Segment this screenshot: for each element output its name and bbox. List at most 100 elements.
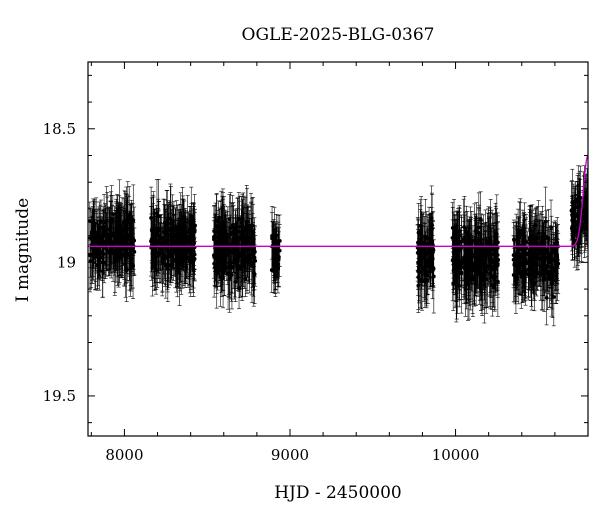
data-point bbox=[488, 271, 493, 276]
data-point bbox=[485, 253, 489, 258]
data-point bbox=[159, 246, 164, 251]
data-point bbox=[98, 255, 103, 260]
data-point bbox=[476, 230, 481, 235]
data-point bbox=[108, 239, 113, 243]
data-point bbox=[172, 234, 177, 239]
data-point bbox=[495, 279, 500, 284]
data-point bbox=[168, 228, 173, 233]
data-point bbox=[237, 224, 242, 229]
data-point bbox=[252, 249, 257, 254]
data-point bbox=[214, 223, 219, 228]
data-point bbox=[420, 279, 424, 284]
data-point bbox=[124, 247, 128, 251]
data-point bbox=[218, 275, 223, 280]
data-point bbox=[495, 240, 500, 245]
data-point bbox=[222, 254, 226, 259]
chart-title: OGLE-2025-BLG-0367 bbox=[242, 25, 435, 45]
data-point bbox=[247, 258, 252, 262]
data-point bbox=[187, 227, 192, 232]
data-point bbox=[111, 240, 116, 244]
data-point bbox=[481, 250, 486, 255]
data-point bbox=[234, 249, 239, 254]
data-point bbox=[237, 254, 241, 259]
data-point bbox=[512, 237, 516, 242]
data-point bbox=[490, 260, 494, 265]
data-point bbox=[91, 227, 96, 232]
data-point bbox=[171, 239, 176, 244]
data-point bbox=[166, 249, 171, 254]
data-point bbox=[89, 253, 94, 257]
data-point bbox=[212, 261, 217, 266]
data-point bbox=[235, 229, 240, 234]
data-point bbox=[249, 242, 254, 247]
data-point bbox=[251, 260, 256, 265]
data-point bbox=[271, 263, 276, 267]
data-point bbox=[150, 265, 155, 270]
data-point bbox=[230, 230, 235, 235]
data-point bbox=[489, 264, 494, 269]
data-point bbox=[478, 217, 483, 221]
data-point bbox=[92, 241, 97, 246]
data-point bbox=[424, 272, 428, 277]
data-point bbox=[181, 236, 186, 241]
data-point bbox=[478, 255, 483, 260]
data-point bbox=[451, 268, 456, 273]
data-point bbox=[455, 259, 460, 264]
data-point bbox=[132, 238, 137, 243]
data-point bbox=[240, 228, 245, 233]
data-point bbox=[459, 239, 464, 244]
data-point bbox=[191, 237, 196, 242]
data-point bbox=[118, 238, 122, 243]
data-point bbox=[124, 268, 129, 273]
data-point bbox=[240, 261, 244, 266]
data-point bbox=[101, 234, 106, 239]
data-point bbox=[544, 295, 549, 300]
data-point bbox=[457, 248, 462, 253]
data-point bbox=[226, 271, 230, 276]
data-point bbox=[427, 251, 431, 256]
data-point bbox=[122, 252, 127, 257]
data-point bbox=[249, 226, 254, 230]
data-point bbox=[110, 212, 115, 216]
data-point bbox=[473, 260, 477, 265]
data-point bbox=[450, 258, 455, 263]
data-point bbox=[245, 242, 250, 247]
data-point bbox=[162, 239, 167, 244]
data-point bbox=[466, 258, 471, 263]
data-point bbox=[276, 242, 281, 246]
data-point bbox=[219, 224, 224, 229]
data-point bbox=[429, 216, 434, 220]
data-point bbox=[156, 229, 161, 233]
data-point bbox=[177, 253, 182, 258]
data-point bbox=[214, 219, 219, 223]
data-point bbox=[239, 233, 244, 237]
data-point bbox=[270, 233, 274, 238]
data-point bbox=[276, 266, 280, 271]
data-point bbox=[463, 287, 468, 292]
data-point bbox=[177, 234, 182, 239]
data-point bbox=[176, 260, 181, 264]
data-point bbox=[277, 248, 282, 253]
data-point bbox=[151, 241, 156, 246]
data-point bbox=[247, 236, 252, 240]
data-point bbox=[166, 239, 170, 244]
data-point bbox=[217, 231, 222, 235]
data-point bbox=[156, 233, 161, 237]
data-point bbox=[124, 234, 129, 239]
data-point bbox=[228, 248, 233, 253]
data-point bbox=[163, 224, 168, 229]
data-point bbox=[418, 232, 423, 237]
data-point bbox=[242, 249, 247, 254]
data-point bbox=[481, 272, 485, 276]
data-point bbox=[238, 266, 243, 271]
data-point bbox=[179, 249, 183, 254]
data-point bbox=[467, 248, 472, 253]
data-point bbox=[230, 272, 234, 277]
data-point bbox=[423, 234, 428, 239]
data-point bbox=[484, 270, 489, 275]
data-point bbox=[119, 230, 123, 235]
data-point bbox=[153, 260, 158, 265]
data-point bbox=[492, 276, 497, 281]
data-point bbox=[454, 230, 459, 235]
